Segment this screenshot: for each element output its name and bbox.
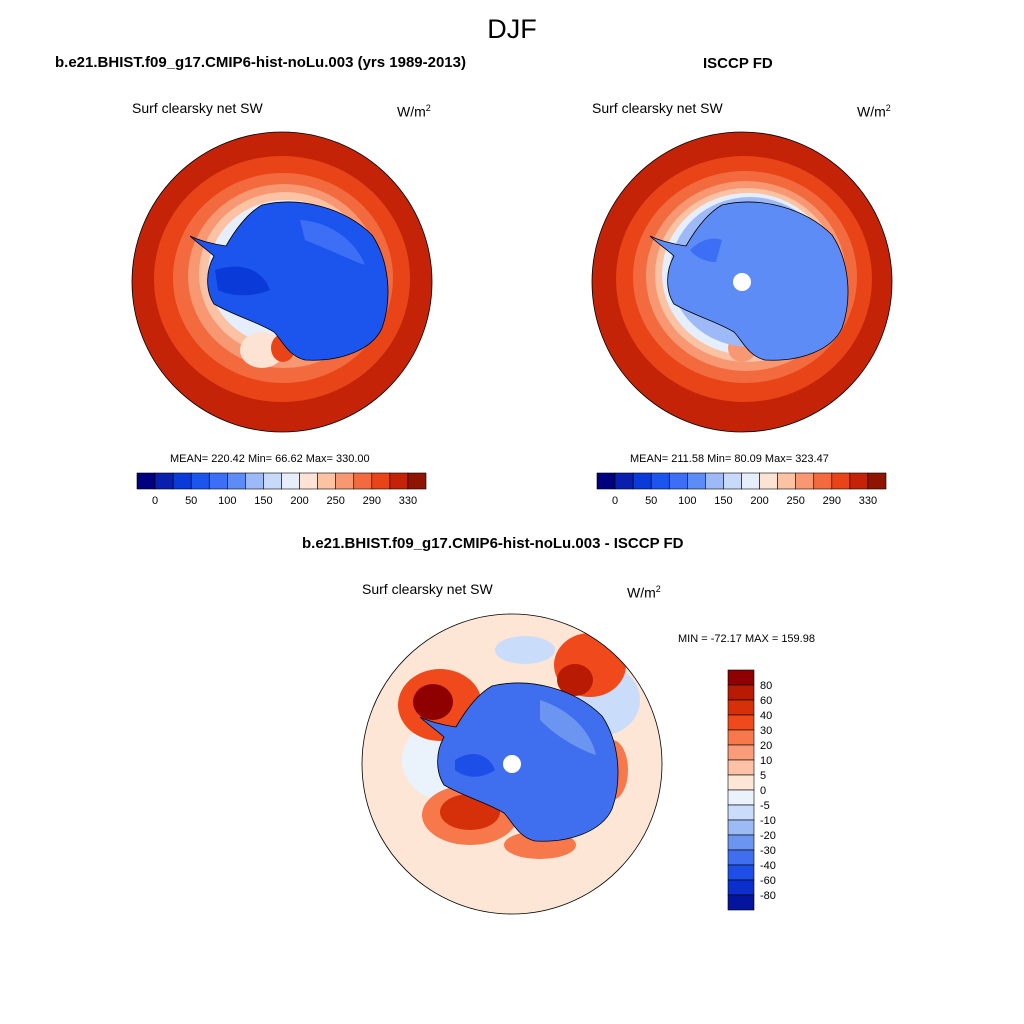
panel-3-colorbar-swatch [727, 789, 755, 806]
panel-3-map [362, 614, 662, 914]
panel-3-colorbar-tick-label: -40 [760, 860, 776, 872]
panel-3-colorbar-swatch [727, 819, 755, 836]
panel-2-variable: Surf clearsky net SW [592, 100, 723, 116]
panel-3-colorbar-swatch [727, 864, 755, 881]
panel-2-colorbar-tick-label: 250 [787, 495, 805, 507]
panel-3-colorbar-swatch [727, 804, 755, 821]
panel-1-colorbar-swatch [263, 472, 282, 490]
panel-1-colorbar-tick-label: 100 [218, 495, 236, 507]
panel-1-title: b.e21.BHIST.f09_g17.CMIP6-hist-noLu.003 … [55, 54, 466, 71]
panel-1-colorbar-swatch [190, 472, 210, 490]
panel-2-colorbar-swatch [831, 472, 851, 490]
panel-1-units: W/m2 [397, 103, 431, 120]
panel-2-colorbar-swatch [687, 472, 706, 490]
panel-3-stats: MIN = -72.17 MAX = 159.98 [678, 633, 815, 645]
panel-1-colorbar-swatch [227, 472, 246, 490]
panel-1-colorbar-tick-label: 0 [152, 495, 158, 507]
panel-3-colorbar-tick-label: -60 [760, 875, 776, 887]
panel-3-colorbar-swatch [727, 729, 755, 746]
panel-1-colorbar-tick-label: 150 [254, 495, 272, 507]
panel-3-colorbar-swatch [727, 894, 755, 911]
panel-2-colorbar-tick-label: 150 [714, 495, 732, 507]
panel-2-colorbar-swatch [777, 472, 796, 490]
panel-3-colorbar-tick-label: -30 [760, 845, 776, 857]
panel-3-colorbar-swatch [727, 699, 755, 716]
panel-3-colorbar-swatch [727, 849, 755, 866]
panel-3-colorbar-tick-label: 0 [760, 785, 766, 797]
panel-1-colorbar-tick-label: 50 [185, 495, 197, 507]
panel-2-colorbar-swatch [614, 472, 634, 490]
panel-3-colorbar-swatch [727, 669, 755, 686]
panel-2-colorbar-swatch [596, 472, 616, 490]
panel-1-stats: MEAN= 220.42 Min= 66.62 Max= 330.00 [170, 453, 370, 465]
panel-1-colorbar-swatch [136, 472, 156, 490]
panel-3-colorbar-tick-label: 80 [760, 680, 772, 692]
panel-2-colorbar-tick-label: 290 [823, 495, 841, 507]
panel-3-colorbar-tick-label: -20 [760, 830, 776, 842]
panel-1-colorbar-swatch [154, 472, 174, 490]
panel-3-colorbar-tick-label: 10 [760, 755, 772, 767]
panel-2-colorbar-swatch [813, 472, 833, 490]
panel-1-colorbar-swatch [389, 472, 409, 490]
panel-3-colorbar-tick-label: -10 [760, 815, 776, 827]
panel-1-colorbar-swatch [335, 472, 355, 490]
panel-1-colorbar-swatch [281, 472, 300, 490]
panel-1-colorbar-tick-label: 250 [327, 495, 345, 507]
panel-2-title: ISCCP FD [703, 55, 773, 72]
panel-1-colorbar-swatch [299, 472, 318, 490]
panel-1-colorbar-swatch [371, 472, 391, 490]
panel-3-colorbar-swatch [727, 774, 755, 791]
panel-2-colorbar-swatch [705, 472, 724, 490]
panel-3-colorbar-tick-label: -5 [760, 800, 770, 812]
panel-3-colorbar-swatch [727, 714, 755, 731]
panel-2-colorbar-tick-label: 0 [612, 495, 618, 507]
panel-2-colorbar: 0 50 100 150 200 250 290 330 [596, 472, 887, 507]
panel-3-colorbar-tick-label: 20 [760, 740, 772, 752]
panel-3-colorbar-tick-label: 5 [760, 770, 766, 782]
panel-2-colorbar-swatch [741, 472, 760, 490]
panel-3-colorbar-tick-label: 40 [760, 710, 772, 722]
panel-2-colorbar-swatch [759, 472, 778, 490]
panel-2-colorbar-swatch [668, 472, 688, 490]
figure-title: DJF [487, 14, 537, 44]
panel-2-colorbar-tick-label: 50 [645, 495, 657, 507]
panel-1-variable: Surf clearsky net SW [132, 100, 263, 116]
panel-1-colorbar-tick-label: 330 [399, 495, 417, 507]
panel-2-stats: MEAN= 211.58 Min= 80.09 Max= 323.47 [630, 453, 829, 465]
panel-2-colorbar-swatch [867, 472, 887, 490]
panel-3-colorbar-swatch [727, 744, 755, 761]
panel-1-colorbar: 0 50 100 150 200 250 290 330 [136, 472, 427, 507]
panel-2-colorbar-swatch [723, 472, 742, 490]
panel-3-colorbar-tick-label: 30 [760, 725, 772, 737]
panel-2-map [592, 132, 892, 432]
panel-3-title: b.e21.BHIST.f09_g17.CMIP6-hist-noLu.003 … [302, 535, 684, 552]
panel-1-colorbar-tick-label: 290 [363, 495, 381, 507]
panel-3-variable: Surf clearsky net SW [362, 581, 493, 597]
panel-1-colorbar-swatch [208, 472, 228, 490]
panel-2-colorbar-swatch [632, 472, 652, 490]
panel-2-colorbar-tick-label: 200 [750, 495, 768, 507]
panel-2-units: W/m2 [857, 103, 891, 120]
panel-2-colorbar-swatch [849, 472, 869, 490]
panel-1-colorbar-swatch [407, 472, 427, 490]
panel-3-colorbar-swatch [727, 834, 755, 851]
panel-1-colorbar-tick-label: 200 [290, 495, 308, 507]
panel-3-units: W/m2 [627, 584, 661, 601]
panel-3-colorbar-tick-label: -80 [760, 890, 776, 902]
panel-1-colorbar-swatch [317, 472, 336, 490]
panel-3-colorbar: 80 60 40 30 20 10 5 0 -5 -10 -20 -30 -40 -60 -80 [727, 669, 776, 911]
panel-1-colorbar-swatch [353, 472, 373, 490]
panel-2-colorbar-tick-label: 330 [859, 495, 877, 507]
panel-3-colorbar-swatch [727, 684, 755, 701]
panel-2-colorbar-swatch [650, 472, 670, 490]
panel-3-colorbar-swatch [727, 759, 755, 776]
panel-1-colorbar-swatch [245, 472, 264, 490]
panel-1-colorbar-swatch [172, 472, 192, 490]
panel-1-map [132, 132, 432, 432]
panel-3-colorbar-swatch [727, 879, 755, 896]
panel-2-colorbar-swatch [795, 472, 815, 490]
panel-2-colorbar-tick-label: 100 [678, 495, 696, 507]
panel-3-colorbar-tick-label: 60 [760, 695, 772, 707]
